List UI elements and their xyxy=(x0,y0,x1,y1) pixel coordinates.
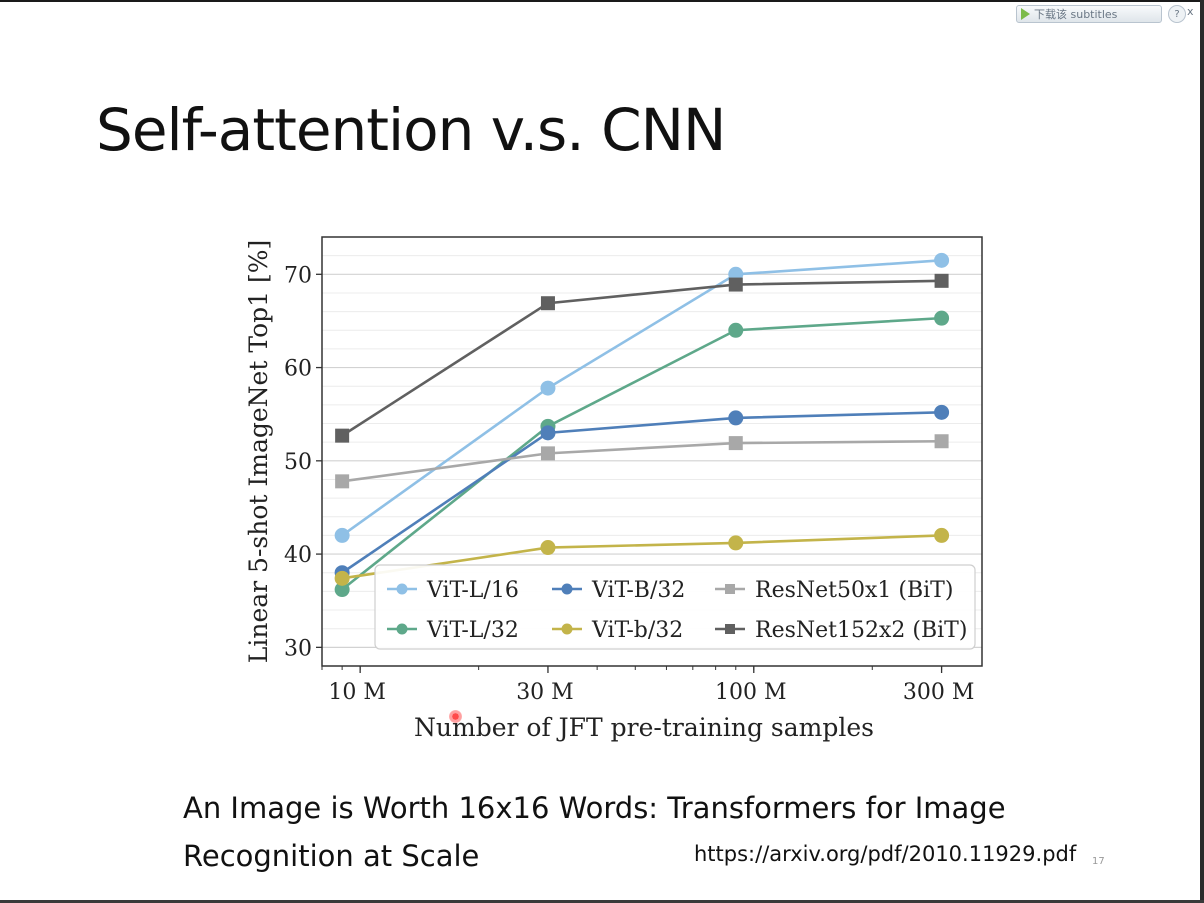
series-line-resnet50x1-bit xyxy=(341,439,942,483)
close-icon[interactable]: x xyxy=(1187,5,1194,18)
data-point xyxy=(540,446,555,461)
x-tick-label: 10 M xyxy=(328,680,386,705)
data-point xyxy=(334,570,350,586)
data-point xyxy=(540,425,556,441)
y-tick-label: 70 xyxy=(284,263,312,288)
data-point xyxy=(934,252,950,268)
x-tick-label: 30 M xyxy=(516,680,574,705)
series-line-resnet152x2-bit xyxy=(341,279,942,437)
legend-label: ResNet50x1 (BiT) xyxy=(755,578,953,603)
series-line-vit-l-32 xyxy=(341,316,942,591)
legend-item-resnet152x2-bit: ResNet152x2 (BiT) xyxy=(715,618,967,643)
y-axis-label: Linear 5-shot ImageNet Top1 [%] xyxy=(244,240,273,663)
legend-swatch-marker xyxy=(396,583,408,595)
series-line-vit-b-32 xyxy=(341,411,942,574)
y-tick-label: 60 xyxy=(284,357,312,382)
series-resnet50x1-bit xyxy=(335,434,949,489)
legend-swatch-marker xyxy=(561,623,573,635)
slide-title: Self-attention v.s. CNN xyxy=(96,96,726,164)
data-point xyxy=(540,296,555,311)
window-right-edge xyxy=(1200,0,1204,903)
window-top-edge xyxy=(0,0,1204,2)
slide-page-number: 17 xyxy=(1092,856,1105,867)
x-tick-label: 300 M xyxy=(903,680,975,705)
data-point xyxy=(728,322,744,338)
legend-label: ViT-L/32 xyxy=(426,618,519,643)
legend-box xyxy=(374,564,976,650)
data-point xyxy=(728,436,743,451)
legend-item-vit-b-32: ViT-b/32 xyxy=(552,618,683,643)
series-resnet152x2-bit xyxy=(335,273,949,443)
window-bottom-edge xyxy=(0,900,1204,903)
chart-legend: ViT-L/16 ViT-B/32 ResNet50x1 (BiT) ViT-L/32… xyxy=(374,564,976,650)
data-point xyxy=(334,582,350,598)
data-point xyxy=(934,527,950,543)
data-point xyxy=(540,380,556,396)
legend-swatch-marker xyxy=(396,623,408,635)
series-vit-b-32 xyxy=(334,527,950,586)
legend-item-resnet50x1-bit: ResNet50x1 (BiT) xyxy=(715,578,953,603)
data-point xyxy=(934,310,950,326)
legend-label: ViT-B/32 xyxy=(591,578,685,603)
legend-item-vit-b-32: ViT-B/32 xyxy=(552,578,685,603)
x-axis-label: Number of JFT pre-training samples xyxy=(414,713,874,742)
paper-url[interactable]: https://arxiv.org/pdf/2010.11929.pdf xyxy=(694,842,1077,866)
data-point xyxy=(728,277,743,292)
data-point xyxy=(934,434,949,449)
vit-vs-bit-line-chart: 30 40 50 60 70 10 M 30 M 100 M 300 M Number of JF… xyxy=(244,236,983,742)
legend-item-vit-l-32: ViT-L/32 xyxy=(387,618,519,643)
y-tick-label: 40 xyxy=(284,543,312,568)
x-tick-label: 100 M xyxy=(715,680,787,705)
data-point xyxy=(335,428,350,443)
plot-frame xyxy=(321,236,983,667)
legend-label: ResNet152x2 (BiT) xyxy=(755,618,967,643)
laser-pointer-dot xyxy=(449,710,462,723)
legend-swatch-marker xyxy=(561,583,573,595)
legend-label: ViT-b/32 xyxy=(591,618,683,643)
data-point xyxy=(934,273,949,288)
data-point xyxy=(728,410,744,426)
download-subtitles-button[interactable]: 下载该 subtitles xyxy=(1016,5,1162,23)
legend-label: ViT-L/16 xyxy=(426,578,519,603)
data-point xyxy=(540,540,556,556)
series-line-vit-b-32 xyxy=(341,534,942,580)
data-point xyxy=(728,535,744,551)
paper-caption: An Image is Worth 16x16 Words: Transform… xyxy=(183,791,1006,873)
data-point xyxy=(335,474,350,489)
data-point xyxy=(934,404,950,420)
download-subtitles-label: 下载该 subtitles xyxy=(1034,8,1118,21)
legend-item-vit-l-16: ViT-L/16 xyxy=(387,578,519,603)
play-icon xyxy=(1021,8,1030,20)
series-line-vit-l-16 xyxy=(341,259,942,537)
legend-swatch-marker xyxy=(725,624,735,634)
help-icon[interactable]: ? xyxy=(1168,5,1186,23)
y-tick-label: 50 xyxy=(284,450,312,475)
y-tick-label: 30 xyxy=(284,636,312,661)
legend-swatch-marker xyxy=(725,584,735,594)
data-point xyxy=(334,527,350,543)
